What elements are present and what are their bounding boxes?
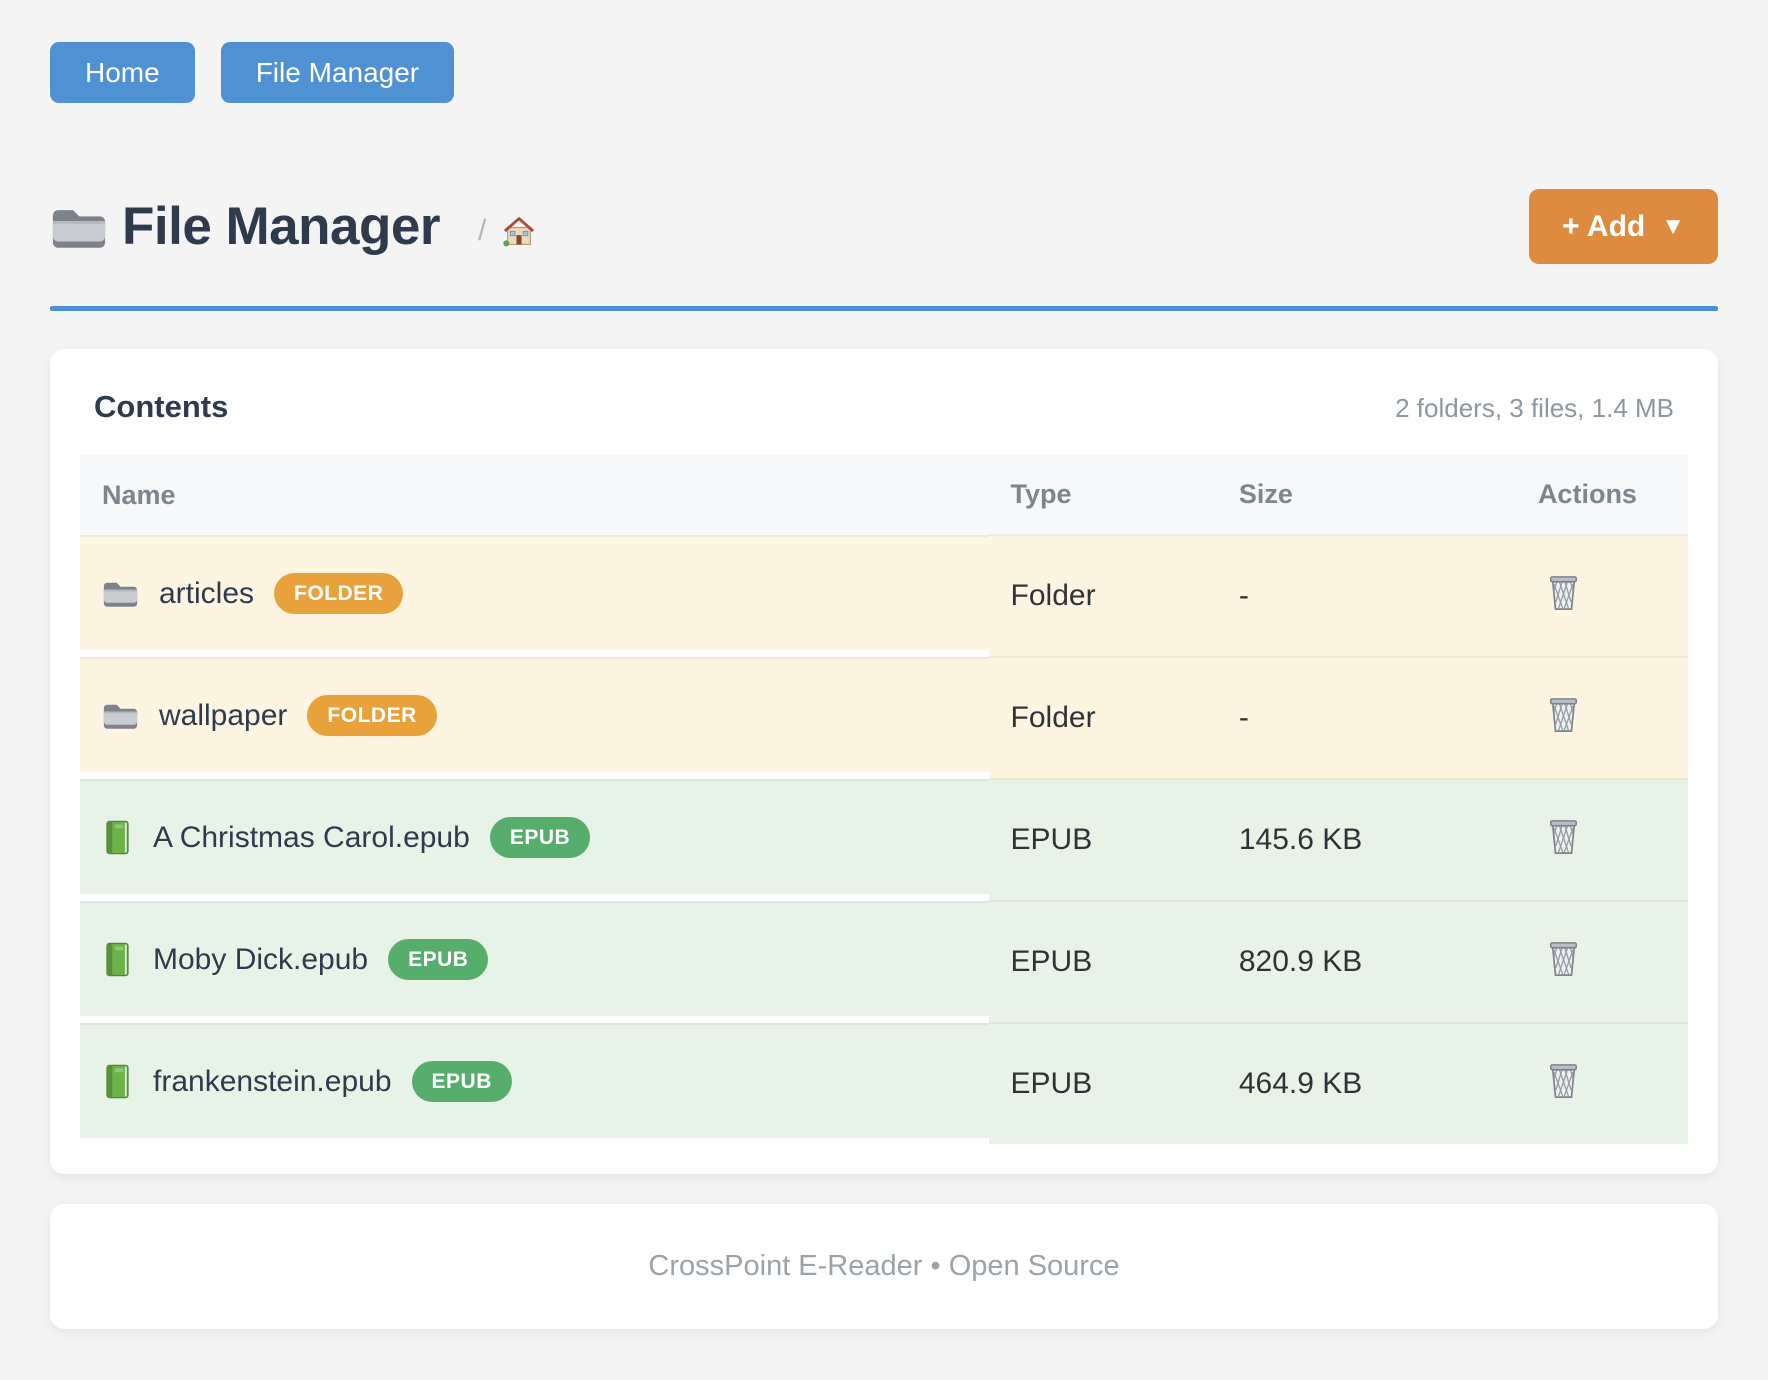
footer: CrossPoint E-Reader • Open Source — [50, 1204, 1718, 1329]
type-cell: EPUB — [988, 778, 1217, 901]
type-badge: FOLDER — [274, 573, 404, 614]
title-group: File Manager / — [50, 196, 538, 257]
add-button[interactable]: + Add ▼ — [1529, 189, 1718, 264]
size-cell: - — [1216, 656, 1516, 779]
type-badge: EPUB — [388, 939, 489, 980]
green-book-icon — [102, 941, 133, 978]
trash-icon — [1546, 694, 1581, 737]
delete-button[interactable] — [1546, 572, 1581, 615]
table-row: wallpaper FOLDER Folder - — [80, 656, 1688, 779]
delete-button[interactable] — [1546, 816, 1581, 859]
file-table: Name Type Size Actions — [80, 455, 1688, 1144]
nav-buttons: Home File Manager — [50, 42, 1718, 103]
file-name-link[interactable]: A Christmas Carol.epub — [153, 820, 470, 854]
column-header-actions: Actions — [1515, 455, 1688, 535]
type-badge: EPUB — [411, 1061, 512, 1102]
table-row: articles FOLDER Folder - — [80, 534, 1688, 657]
table-header-row: Name Type Size Actions — [80, 455, 1688, 535]
card-header: Contents 2 folders, 3 files, 1.4 MB — [80, 389, 1688, 425]
breadcrumb-separator: / — [477, 213, 487, 247]
column-header-size: Size — [1216, 455, 1516, 535]
size-cell: - — [1216, 534, 1516, 657]
column-header-name: Name — [80, 455, 989, 535]
delete-button[interactable] — [1546, 694, 1581, 737]
trash-icon — [1546, 572, 1581, 615]
contents-card: Contents 2 folders, 3 files, 1.4 MB Name… — [50, 349, 1718, 1174]
delete-button[interactable] — [1546, 1060, 1581, 1103]
file-manager-button[interactable]: File Manager — [220, 42, 455, 103]
type-cell: EPUB — [988, 1022, 1217, 1144]
page-title: File Manager — [122, 197, 440, 256]
contents-summary: 2 folders, 3 files, 1.4 MB — [1395, 393, 1674, 423]
file-name-link[interactable]: frankenstein.epub — [153, 1064, 392, 1098]
green-book-icon — [102, 819, 133, 856]
table-row: A Christmas Carol.epub EPUB EPUB 145.6 K… — [80, 778, 1688, 901]
page-header: File Manager / + Add ▼ — [50, 189, 1718, 264]
add-button-label: + Add — [1562, 209, 1646, 243]
delete-button[interactable] — [1546, 938, 1581, 981]
size-cell: 820.9 KB — [1216, 900, 1516, 1023]
file-table-body: articles FOLDER Folder - — [80, 534, 1688, 1144]
trash-icon — [1546, 1060, 1581, 1103]
green-book-icon — [102, 1063, 133, 1100]
house-icon[interactable] — [500, 212, 538, 250]
home-button[interactable]: Home — [50, 42, 195, 103]
column-header-type: Type — [988, 455, 1217, 535]
size-cell: 145.6 KB — [1216, 778, 1516, 901]
type-badge: FOLDER — [307, 695, 437, 736]
type-badge: EPUB — [489, 817, 591, 858]
footer-text: CrossPoint E-Reader • Open Source — [648, 1250, 1120, 1282]
trash-icon — [1546, 938, 1581, 981]
caret-down-icon: ▼ — [1661, 212, 1685, 240]
file-name-link[interactable]: wallpaper — [159, 698, 288, 732]
type-cell: EPUB — [988, 900, 1217, 1023]
folder-icon — [102, 578, 139, 609]
folder-icon — [52, 209, 106, 248]
folder-icon — [102, 700, 139, 731]
file-name-link[interactable]: Moby Dick.epub — [153, 942, 369, 976]
table-row: frankenstein.epub EPUB EPUB 464.9 KB — [80, 1022, 1688, 1144]
file-name-link[interactable]: articles — [159, 576, 255, 610]
type-cell: Folder — [988, 534, 1217, 657]
trash-icon — [1546, 816, 1581, 859]
card-title: Contents — [94, 389, 229, 424]
table-row: Moby Dick.epub EPUB EPUB 820.9 KB — [80, 900, 1688, 1023]
type-cell: Folder — [988, 656, 1217, 779]
size-cell: 464.9 KB — [1216, 1022, 1516, 1144]
header-divider — [50, 306, 1718, 311]
